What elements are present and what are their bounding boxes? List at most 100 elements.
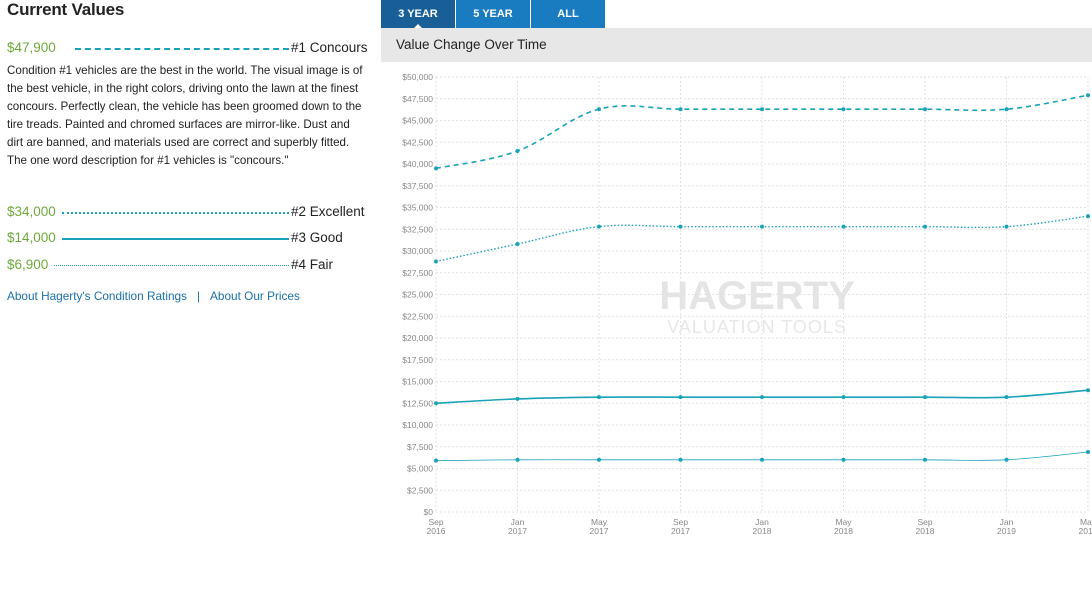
y-tick-label: $32,500 bbox=[402, 224, 433, 234]
watermark-subtitle: VALUATION TOOLS bbox=[667, 317, 847, 337]
data-point bbox=[597, 224, 601, 229]
y-tick-label: $42,500 bbox=[402, 137, 433, 147]
data-point bbox=[760, 107, 764, 112]
current-values-title: Current Values bbox=[7, 0, 125, 19]
condition-description: Condition #1 vehicles are the best in th… bbox=[7, 64, 363, 167]
x-tick-label: 2017 bbox=[671, 526, 690, 536]
y-tick-label: $15,000 bbox=[402, 377, 433, 387]
data-point bbox=[678, 457, 683, 462]
concours-line-legend bbox=[75, 48, 289, 50]
y-tick-label: $5,000 bbox=[407, 464, 433, 474]
info-links: About Hagerty's Condition Ratings | About … bbox=[7, 289, 300, 303]
chart-header: Value Change Over Time bbox=[381, 28, 1092, 62]
data-point bbox=[1086, 214, 1090, 219]
condition-row-concours: $47,900 #1 Concours bbox=[7, 39, 368, 57]
x-tick-label: May bbox=[1080, 517, 1092, 527]
x-tick-label: Jan bbox=[511, 517, 525, 527]
y-tick-label: $10,000 bbox=[402, 420, 433, 430]
data-point bbox=[515, 396, 520, 401]
condition-label: #1 Concours bbox=[291, 40, 368, 55]
x-tick-label: 2018 bbox=[753, 526, 772, 536]
data-point bbox=[923, 395, 927, 400]
condition-label: #4 Fair bbox=[291, 257, 334, 272]
data-point bbox=[923, 224, 927, 229]
x-tick-label: 2017 bbox=[590, 526, 609, 536]
x-tick-label: 2017 bbox=[508, 526, 527, 536]
series-line-1-concours bbox=[435, 94, 1089, 170]
x-tick-label: Jan bbox=[1000, 517, 1014, 527]
condition-value: $14,000 bbox=[7, 230, 56, 245]
data-point bbox=[923, 107, 927, 112]
chart-area: HAGERTY VALUATION TOOLS $0 $2,500 $5,000 $7… bbox=[381, 62, 1092, 611]
data-point bbox=[597, 457, 601, 462]
data-point bbox=[1086, 388, 1090, 393]
data-point bbox=[1004, 224, 1009, 229]
value-chart: HAGERTY VALUATION TOOLS $0 $2,500 $5,000 $7… bbox=[402, 72, 1092, 536]
data-point bbox=[1004, 107, 1009, 112]
good-line-legend bbox=[62, 238, 289, 240]
data-point bbox=[678, 224, 683, 229]
x-tick-label: Sep bbox=[917, 517, 932, 527]
data-point bbox=[597, 395, 601, 400]
data-point bbox=[841, 395, 846, 400]
condition-value: $6,900 bbox=[7, 257, 49, 272]
data-point bbox=[515, 242, 520, 247]
link-separator: | bbox=[196, 289, 201, 303]
condition-ratings-link[interactable]: About Hagerty's Condition Ratings bbox=[7, 289, 187, 303]
data-point bbox=[434, 166, 438, 171]
y-tick-label: $40,000 bbox=[402, 159, 433, 169]
data-point bbox=[678, 107, 683, 112]
y-tick-label: $45,000 bbox=[402, 116, 433, 126]
x-tick-label: Sep bbox=[673, 517, 688, 527]
data-point bbox=[841, 224, 846, 229]
data-point bbox=[1086, 449, 1090, 454]
data-point bbox=[760, 457, 764, 462]
condition-label: #2 Excellent bbox=[291, 204, 365, 219]
condition-label: #3 Good bbox=[291, 230, 343, 245]
condition-row-good: $14,000 #3 Good bbox=[7, 229, 365, 247]
data-point bbox=[434, 458, 438, 463]
x-tick-label: 2019 bbox=[1079, 526, 1092, 536]
data-point bbox=[1004, 395, 1009, 400]
chart-title: Value Change Over Time bbox=[396, 37, 547, 52]
y-tick-label: $12,500 bbox=[402, 398, 433, 408]
x-tick-label: 2019 bbox=[997, 526, 1016, 536]
watermark-logo: HAGERTY bbox=[659, 274, 855, 318]
data-point bbox=[434, 259, 438, 264]
excellent-line-legend bbox=[62, 212, 289, 214]
condition-row-fair: $6,900 #4 Fair bbox=[7, 256, 365, 274]
y-tick-label: $37,500 bbox=[402, 181, 433, 191]
y-tick-label: $7,500 bbox=[407, 442, 433, 452]
y-tick-label: $20,000 bbox=[402, 333, 433, 343]
time-range-tabs: 3 YEAR 5 YEAR ALL bbox=[381, 0, 606, 29]
tab-5-year[interactable]: 5 YEAR bbox=[456, 0, 530, 28]
data-point bbox=[1004, 457, 1009, 462]
y-tick-label: $27,500 bbox=[402, 268, 433, 278]
data-point bbox=[515, 148, 520, 153]
data-point bbox=[597, 107, 601, 112]
y-tick-label: $2,500 bbox=[407, 485, 433, 495]
data-point bbox=[760, 224, 764, 229]
y-tick-label: $17,500 bbox=[402, 355, 433, 365]
y-tick-label: $0 bbox=[424, 507, 434, 517]
our-prices-link[interactable]: About Our Prices bbox=[210, 289, 300, 303]
y-tick-label: $22,500 bbox=[402, 311, 433, 321]
x-tick-label: Jan bbox=[755, 517, 769, 527]
condition-value: $34,000 bbox=[7, 204, 56, 219]
y-tick-label: $30,000 bbox=[402, 246, 433, 256]
x-tick-label: 2018 bbox=[916, 526, 935, 536]
fair-line-legend bbox=[54, 265, 289, 266]
tab-3-year[interactable]: 3 YEAR bbox=[381, 0, 455, 29]
tab-all[interactable]: ALL bbox=[531, 0, 605, 28]
data-point bbox=[841, 457, 846, 462]
x-tick-label: May bbox=[835, 517, 852, 527]
data-point bbox=[1086, 93, 1090, 98]
data-point bbox=[760, 395, 764, 400]
data-point bbox=[923, 457, 927, 462]
y-tick-label: $47,500 bbox=[402, 94, 433, 104]
y-tick-label: $25,000 bbox=[402, 290, 433, 300]
x-tick-label: May bbox=[591, 517, 608, 527]
x-tick-label: 2018 bbox=[834, 526, 853, 536]
data-point bbox=[841, 107, 846, 112]
chart-panel: Value Change Over Time HAGERTY VALUATION… bbox=[381, 28, 1092, 611]
